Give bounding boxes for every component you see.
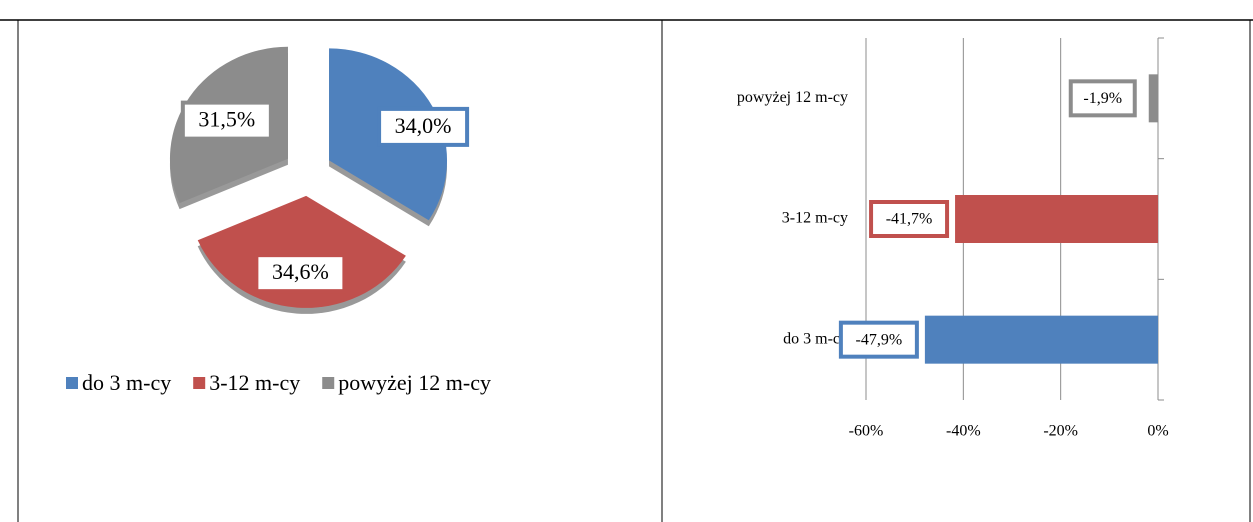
x-tick-label: 0% (1147, 423, 1168, 440)
bar (955, 195, 1158, 243)
data-label: 34,6% (272, 259, 329, 284)
data-label: 31,5% (198, 107, 255, 132)
pie-slice (197, 195, 406, 308)
x-tick-label: -40% (946, 423, 981, 440)
x-tick-label: -20% (1043, 423, 1078, 440)
label-box (869, 200, 950, 238)
label-box (838, 320, 919, 359)
data-label: -1,9% (1083, 90, 1122, 107)
bar (1148, 74, 1158, 123)
y-tick-label: do 3 m-cy (783, 330, 848, 347)
legend-label: 3-12 m-cy (209, 370, 300, 395)
legend-swatch (322, 377, 335, 389)
bar (924, 315, 1158, 364)
x-tick-label: -60% (849, 423, 884, 440)
legend-label: powyżej 12 m-cy (338, 370, 491, 395)
y-tick-label: powyżej 12 m-cy (737, 89, 848, 106)
y-tick-label: 3-12 m-cy (782, 210, 848, 227)
data-label: -47,9% (856, 331, 903, 348)
label-box (377, 106, 470, 147)
label-box (1068, 79, 1137, 118)
label-box (254, 253, 347, 294)
data-label: -41,7% (886, 211, 933, 228)
legend-label: do 3 m-cy (82, 370, 171, 395)
legend-swatch (193, 377, 206, 389)
label-box (180, 100, 273, 141)
legend-swatch (66, 377, 78, 389)
data-label: 34,0% (395, 113, 452, 138)
